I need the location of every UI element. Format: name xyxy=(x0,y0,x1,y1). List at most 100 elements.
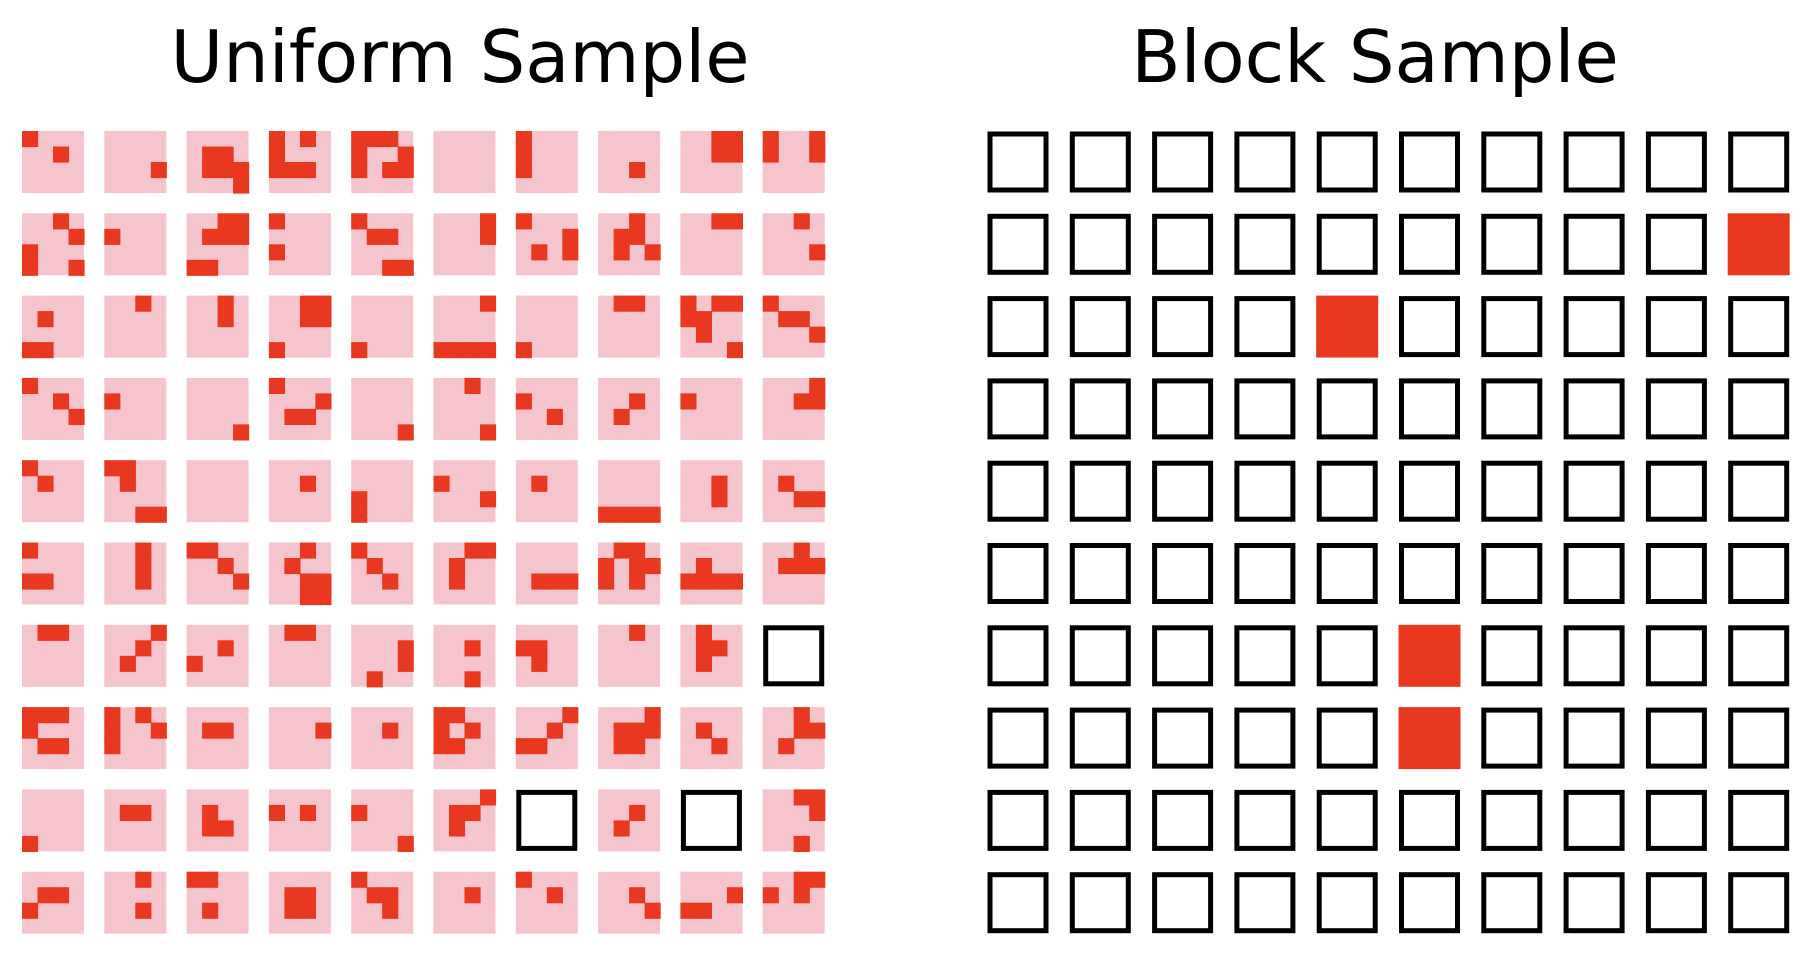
sampled-subcell xyxy=(809,326,826,343)
sampled-subcell xyxy=(366,671,383,688)
sampled-subcell xyxy=(793,707,810,724)
sampled-subcell xyxy=(22,342,39,359)
uniform-tile xyxy=(762,707,826,770)
sampled-subcell xyxy=(366,131,383,148)
uniform-tile xyxy=(515,624,578,687)
sampled-subcell xyxy=(135,542,152,559)
block-empty-cell xyxy=(1069,872,1131,934)
sampled-subcell xyxy=(22,377,39,394)
sampled-subcell xyxy=(464,671,481,688)
uniform-tile xyxy=(351,871,414,934)
sampled-subcell xyxy=(480,228,497,245)
sampled-subcell xyxy=(53,213,70,230)
sampled-subcell xyxy=(726,213,743,230)
uniform-tile xyxy=(762,295,826,358)
sampled-subcell xyxy=(515,393,532,410)
sampled-subcell xyxy=(531,573,548,590)
block-empty-cell xyxy=(1563,131,1625,193)
sampled-subcell xyxy=(629,722,646,739)
uniform-tile xyxy=(433,871,496,934)
sampled-subcell xyxy=(233,228,250,245)
uniform-tile xyxy=(680,871,743,934)
sampled-subcell xyxy=(711,573,728,590)
uniform-tile xyxy=(22,131,84,193)
uniform-tile xyxy=(104,789,167,852)
sampled-subcell xyxy=(629,624,646,641)
uniform-tile xyxy=(680,213,743,276)
sampled-subcell xyxy=(562,244,579,261)
sampled-subcell xyxy=(135,707,152,724)
uniform-tile xyxy=(351,131,414,193)
block-empty-cell xyxy=(1069,213,1131,275)
sampled-subcell xyxy=(793,542,810,559)
sampled-subcell xyxy=(53,624,70,641)
sampled-subcell xyxy=(809,131,826,148)
block-empty-cell xyxy=(1152,460,1214,522)
sampled-subcell xyxy=(135,573,152,590)
block-empty-cell xyxy=(1152,378,1214,440)
sampled-subcell xyxy=(186,259,203,276)
sampled-subcell xyxy=(644,244,661,261)
uniform-tile xyxy=(22,789,84,852)
sampled-subcell xyxy=(351,213,368,230)
uniform-tile xyxy=(351,707,414,770)
sampled-subcell xyxy=(351,342,368,359)
sampled-subcell xyxy=(464,542,481,559)
sampled-subcell xyxy=(299,573,316,590)
sampled-subcell xyxy=(382,259,399,276)
sampled-subcell xyxy=(366,228,383,245)
sampled-subcell xyxy=(22,259,39,276)
block-empty-cell xyxy=(1234,707,1296,769)
sampled-subcell xyxy=(37,342,54,359)
uniform-tile xyxy=(680,789,742,851)
sampled-subcell xyxy=(711,491,728,508)
uniform-tile xyxy=(104,871,167,934)
sampled-subcell xyxy=(644,558,661,575)
sampled-subcell xyxy=(680,902,697,919)
uniform-tile xyxy=(762,213,826,276)
uniform-tile xyxy=(598,542,661,605)
sampled-subcell xyxy=(268,244,285,261)
block-empty-cell xyxy=(1481,131,1543,193)
block-empty-cell xyxy=(1234,872,1296,934)
sampled-subcell xyxy=(104,738,121,755)
sampled-subcell xyxy=(53,887,70,904)
uniform-tile xyxy=(351,213,414,276)
sampled-subcell xyxy=(104,460,121,477)
block-empty-cell xyxy=(1645,707,1707,769)
sampled-subcell xyxy=(464,804,481,821)
sampled-subcell xyxy=(793,491,810,508)
block-empty-cell xyxy=(1234,460,1296,522)
block-empty-cell xyxy=(1399,460,1460,522)
block-empty-cell xyxy=(1234,378,1296,440)
block-empty-cell xyxy=(987,131,1049,193)
sampled-subcell xyxy=(37,707,54,724)
sampled-subcell xyxy=(284,624,301,641)
sampled-subcell xyxy=(22,902,39,919)
sampled-subcell xyxy=(104,707,121,724)
sampled-subcell xyxy=(119,655,136,672)
uniform-tile xyxy=(104,213,167,276)
sampled-subcell xyxy=(315,295,332,312)
sampled-subcell xyxy=(37,624,54,641)
sampled-subcell xyxy=(809,244,826,261)
block-empty-cell xyxy=(1152,131,1214,193)
sampled-subcell xyxy=(613,738,630,755)
sampled-subcell xyxy=(726,342,743,359)
block-empty-cell xyxy=(1645,543,1707,604)
sampled-subcell xyxy=(299,295,316,312)
sampled-subcell xyxy=(629,804,646,821)
sampled-subcell xyxy=(531,738,548,755)
sampled-subcell xyxy=(680,573,697,590)
block-empty-cell xyxy=(1728,543,1790,604)
block-empty-cell xyxy=(987,625,1049,687)
block-empty-cell xyxy=(1728,378,1790,440)
sampled-subcell xyxy=(809,393,826,410)
sampled-subcell xyxy=(793,393,810,410)
sampled-subcell xyxy=(695,624,712,641)
uniform-tile xyxy=(351,789,414,852)
sampled-subcell xyxy=(104,722,121,739)
block-empty-cell xyxy=(1728,460,1790,522)
sampled-subcell xyxy=(351,871,368,888)
sampled-subcell xyxy=(613,542,630,559)
